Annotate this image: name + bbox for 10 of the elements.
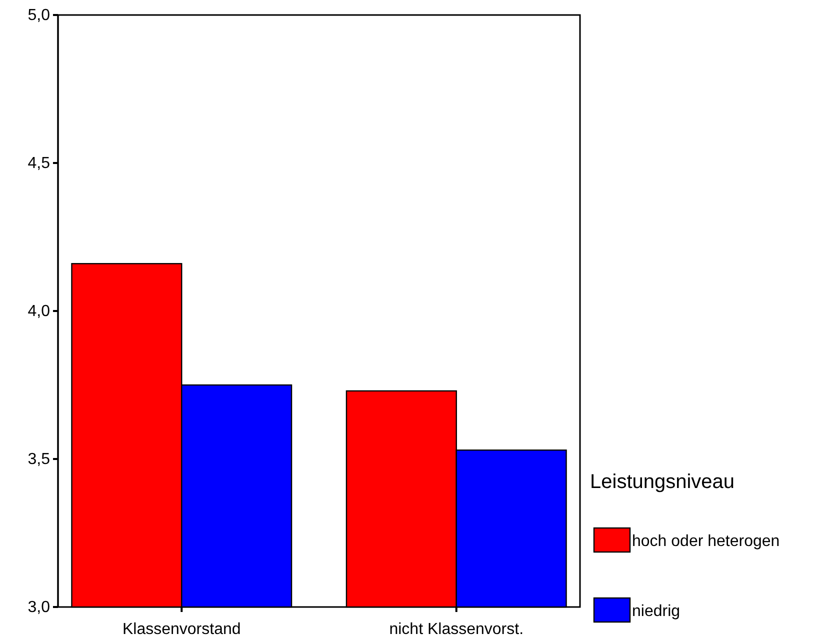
legend-label: hoch oder heterogen [632,533,780,550]
x-tick-label: Klassenvorstand [122,621,241,638]
y-tick-label: 3,0 [28,599,50,616]
legend-label: niedrig [632,603,680,620]
y-tick-label: 4,5 [28,155,50,172]
x-tick-label: nicht Klassenvorst. [389,621,524,638]
y-tick-label: 5,0 [28,7,50,24]
y-tick-label: 4,0 [28,303,50,320]
legend-title: Leistungsniveau [590,471,735,493]
y-tick-label: 3,5 [28,451,50,468]
